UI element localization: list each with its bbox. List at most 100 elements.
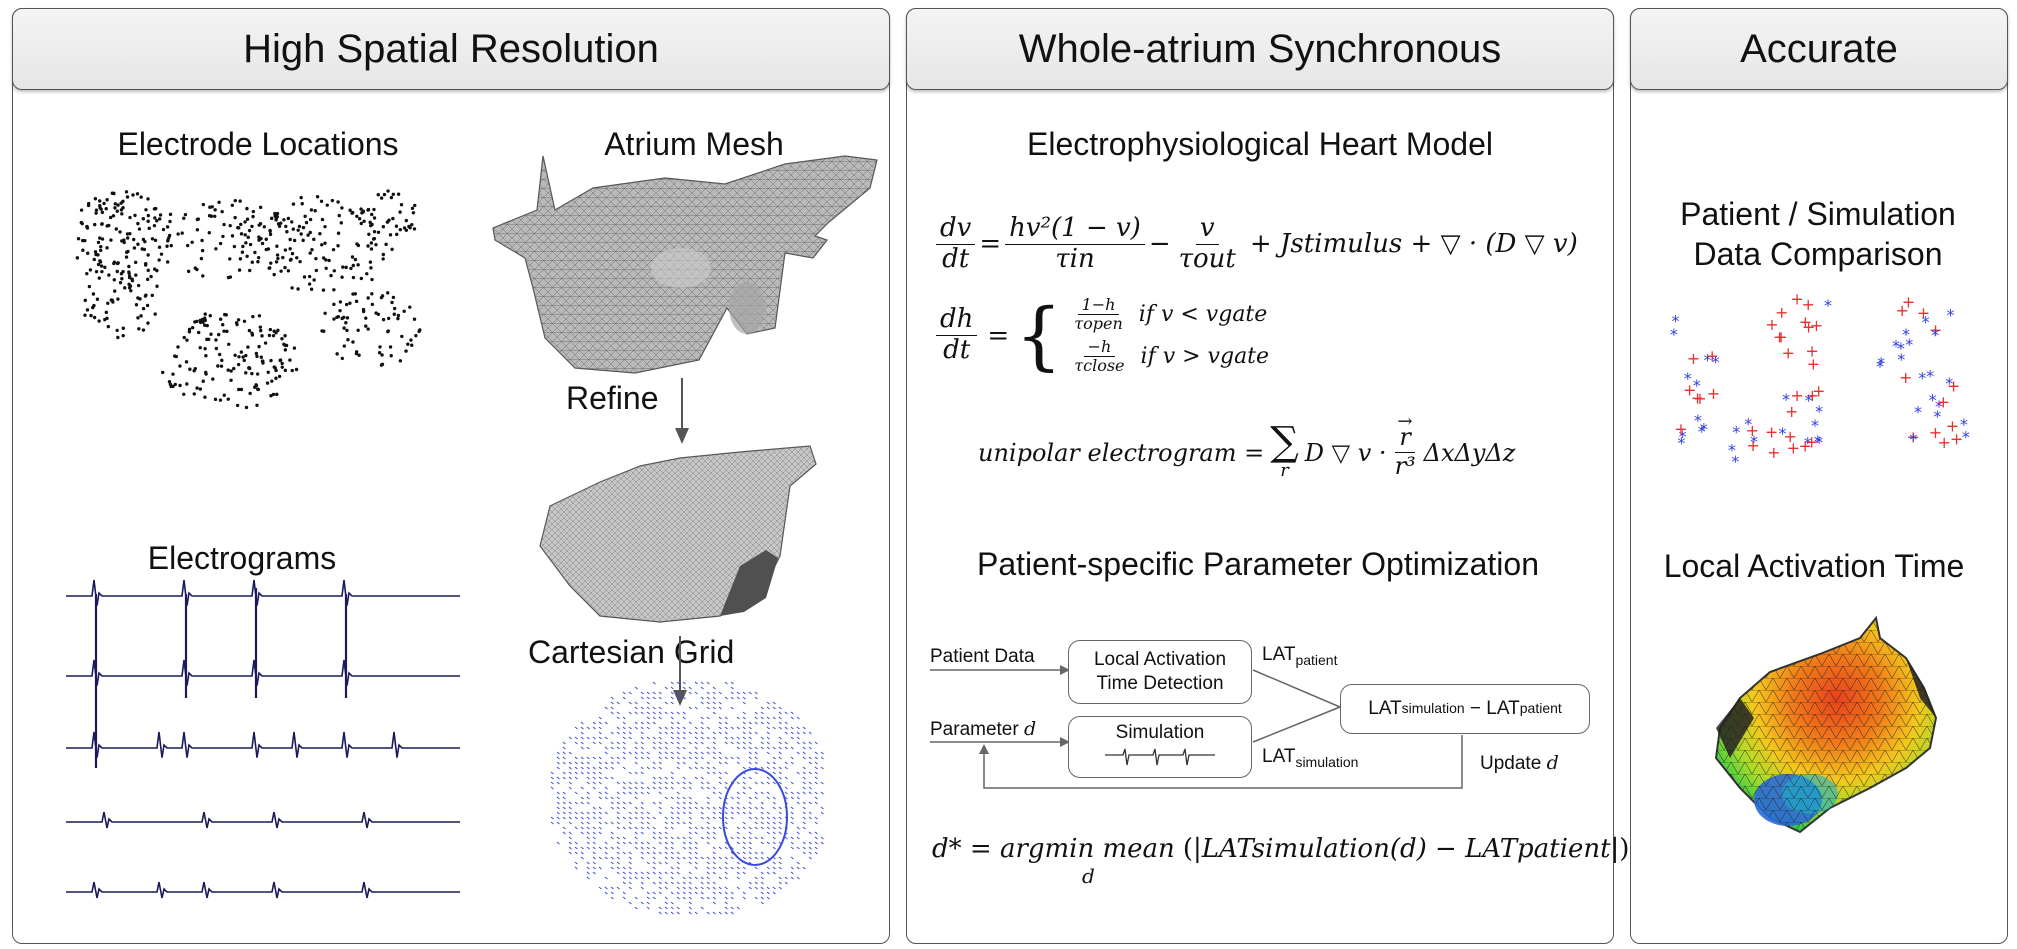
electrode-point [294, 367, 299, 372]
grid-point [652, 866, 656, 870]
electrode-point [104, 310, 109, 315]
electrode-point [290, 368, 294, 373]
grid-point [598, 781, 602, 785]
grid-point [808, 801, 812, 805]
grid-point [730, 686, 734, 690]
electrode-point [308, 230, 312, 235]
simulation-marker: * [1897, 350, 1905, 369]
grid-point [676, 821, 680, 825]
grid-point [700, 826, 704, 830]
grid-point [766, 811, 770, 815]
grid-point [748, 691, 752, 695]
grid-point [634, 836, 638, 840]
electrode-point [218, 241, 223, 246]
grid-point [586, 821, 590, 825]
electrode-point [257, 235, 261, 239]
grid-point [682, 836, 686, 840]
grid-point [604, 706, 608, 710]
electrode-point [124, 250, 129, 254]
electrode-point [233, 198, 237, 203]
patient-marker: + [1810, 316, 1823, 335]
grid-point [676, 906, 680, 910]
grid-point [616, 711, 620, 715]
grid-point [628, 901, 632, 905]
simulation-marker: * [1782, 390, 1790, 409]
grid-point [772, 706, 776, 710]
electrode-point [141, 306, 146, 311]
grid-point [610, 806, 614, 810]
grid-point [652, 861, 656, 865]
grid-point [634, 816, 638, 820]
grid-point [802, 821, 806, 825]
grid-point [808, 831, 812, 835]
electrode-point [253, 250, 257, 255]
grid-point [724, 816, 728, 820]
grid-point [784, 761, 788, 765]
grid-point [814, 821, 818, 825]
electrode-point [120, 212, 124, 216]
electrode-point [267, 333, 272, 338]
electrode-point [394, 224, 399, 228]
electrode-point [176, 345, 180, 349]
grid-point [586, 726, 590, 730]
electrode-point [376, 193, 380, 197]
patient-marker: + [1799, 313, 1812, 332]
grid-point [718, 726, 722, 730]
grid-point [628, 711, 632, 715]
patient-marker: + [1674, 420, 1687, 439]
grid-point [586, 781, 590, 785]
grid-point [562, 776, 566, 780]
electrode-point [127, 286, 132, 290]
refine-arrow [675, 378, 689, 444]
grid-point [574, 851, 578, 855]
grid-point [754, 791, 758, 795]
grid-point [754, 721, 758, 725]
grid-point [670, 836, 674, 840]
grid-point [688, 741, 692, 745]
electrode-point [214, 247, 218, 251]
lat-title: Local Activation Time [1663, 548, 1965, 584]
grid-point [622, 786, 626, 790]
grid-point [664, 786, 668, 790]
electrode-point [237, 387, 241, 392]
grid-point [592, 816, 596, 820]
grid-point [604, 746, 608, 750]
electrode-point [235, 322, 239, 327]
grid-point [736, 906, 740, 910]
grid-point [592, 866, 596, 870]
grid-point [640, 841, 644, 845]
grid-point [754, 711, 758, 715]
electrode-point [341, 265, 345, 269]
electrode-point [93, 250, 98, 254]
electrode-point [350, 255, 355, 259]
grid-point [796, 826, 800, 830]
grid-point [664, 751, 668, 755]
grid-point [622, 826, 626, 830]
electrode-point [208, 314, 212, 318]
electrode-point [217, 352, 222, 357]
grid-point [610, 866, 614, 870]
electrode-point [119, 208, 124, 212]
grid-point [724, 736, 728, 740]
grid-point [766, 766, 770, 770]
grid-point [640, 851, 644, 855]
grid-point [718, 706, 722, 710]
grid-point [646, 786, 650, 790]
grid-point [754, 771, 758, 775]
grid-point [754, 886, 758, 890]
grid-point [766, 841, 770, 845]
grid-point [658, 696, 662, 700]
grid-point [808, 851, 812, 855]
electrode-point [174, 354, 179, 359]
grid-point [790, 781, 794, 785]
electrode-point [222, 222, 226, 227]
grid-point [592, 841, 596, 845]
grid-point [790, 871, 794, 875]
electrode-point [370, 212, 374, 217]
grid-point [778, 716, 782, 720]
grid-point [778, 776, 782, 780]
grid-point [676, 801, 680, 805]
grid-point [808, 791, 812, 795]
grid-point [676, 751, 680, 755]
electrode-point [377, 350, 382, 355]
